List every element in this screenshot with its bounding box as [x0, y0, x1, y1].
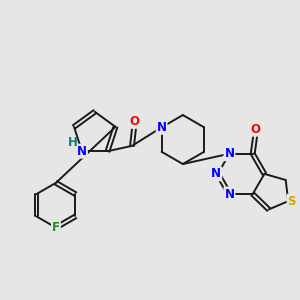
Text: O: O [251, 123, 261, 136]
Text: N: N [224, 188, 234, 201]
Text: O: O [129, 115, 140, 128]
Text: S: S [288, 195, 296, 208]
Text: N: N [77, 145, 87, 158]
Text: F: F [52, 221, 60, 234]
Text: H: H [68, 136, 77, 149]
Text: N: N [224, 147, 234, 160]
Text: N: N [157, 121, 166, 134]
Text: N: N [211, 167, 221, 180]
